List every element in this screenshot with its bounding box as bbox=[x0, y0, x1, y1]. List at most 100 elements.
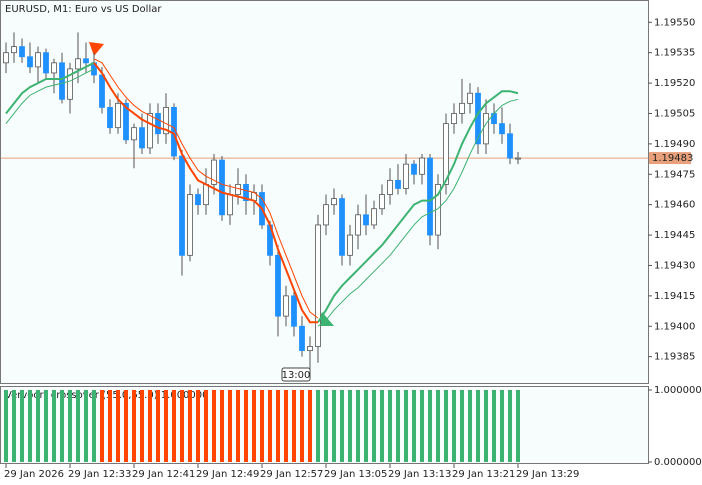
histogram-bar bbox=[452, 390, 456, 462]
histogram-bar bbox=[4, 390, 8, 462]
y-tick-label: 1.19505 bbox=[654, 108, 695, 119]
candle-body bbox=[51, 62, 57, 74]
histogram-bar bbox=[308, 390, 312, 462]
histogram-bar bbox=[340, 390, 344, 462]
histogram-bar bbox=[492, 390, 496, 462]
candle-body bbox=[11, 46, 17, 54]
candle-body bbox=[155, 113, 161, 135]
histogram-bar bbox=[188, 390, 192, 462]
histogram-bar bbox=[92, 390, 96, 462]
candle-body bbox=[419, 157, 425, 175]
candle-body bbox=[283, 295, 289, 317]
histogram-bar bbox=[252, 390, 256, 462]
candle-body bbox=[179, 155, 185, 256]
candle-body bbox=[347, 234, 353, 256]
histogram-bar bbox=[444, 390, 448, 462]
candle-body bbox=[483, 113, 489, 145]
current-price-tag bbox=[649, 152, 691, 165]
histogram-bar bbox=[348, 390, 352, 462]
candle-body bbox=[83, 58, 89, 64]
candle-body bbox=[227, 194, 233, 216]
candle-body bbox=[291, 295, 297, 327]
histogram-bar bbox=[244, 390, 248, 462]
histogram-bar bbox=[460, 390, 464, 462]
histogram-bar bbox=[228, 390, 232, 462]
histogram-bar bbox=[484, 390, 488, 462]
histogram-bar bbox=[180, 390, 184, 462]
histogram-bar bbox=[508, 390, 512, 462]
histogram-bar bbox=[436, 390, 440, 462]
histogram-bar bbox=[12, 390, 16, 462]
candle-body bbox=[299, 325, 305, 351]
x-tick-label: 29 Jan 12:41 bbox=[132, 469, 195, 480]
histogram-bar bbox=[372, 390, 376, 462]
histogram-bar bbox=[132, 390, 136, 462]
candle-body bbox=[275, 254, 281, 317]
candle-body bbox=[451, 113, 457, 125]
candle-body bbox=[467, 92, 473, 104]
histogram-bar bbox=[236, 390, 240, 462]
histogram-bar bbox=[412, 390, 416, 462]
histogram-bar bbox=[356, 390, 360, 462]
period-label-box bbox=[281, 367, 311, 382]
candle-body bbox=[19, 46, 25, 58]
x-tick-label: 29 Jan 12:49 bbox=[196, 469, 259, 480]
y-tick-label: 1.19430 bbox=[654, 260, 695, 271]
y-tick-label: 1.19520 bbox=[654, 78, 695, 89]
histogram-bar bbox=[260, 390, 264, 462]
y-tick-label: 1.19460 bbox=[654, 200, 695, 211]
candle-body bbox=[187, 194, 193, 256]
candle-body bbox=[107, 107, 113, 129]
histogram-bar bbox=[20, 390, 24, 462]
candle-body bbox=[115, 102, 121, 129]
candle-body bbox=[123, 102, 129, 141]
candle-body bbox=[507, 133, 513, 159]
histogram-bar bbox=[324, 390, 328, 462]
indicator-title: Vervoort crossover (55.0,55.0) 1.000000 bbox=[5, 390, 209, 401]
histogram-bar bbox=[316, 390, 320, 462]
histogram-bar bbox=[420, 390, 424, 462]
histogram-bar bbox=[268, 390, 272, 462]
histogram-bar bbox=[52, 390, 56, 462]
candle-body bbox=[363, 214, 369, 226]
y-tick-label: 1.19415 bbox=[654, 291, 695, 302]
histogram-bar bbox=[332, 390, 336, 462]
y-tick-label: 1.19475 bbox=[654, 169, 695, 180]
candle-body bbox=[235, 184, 241, 195]
indicator-line bbox=[93, 62, 318, 324]
histogram-bar bbox=[204, 390, 208, 462]
histogram-bar bbox=[68, 390, 72, 462]
candle-body bbox=[371, 208, 377, 226]
y-tick-label: 1.19550 bbox=[654, 17, 695, 28]
main-pane bbox=[0, 0, 649, 384]
x-tick-label: 29 Jan 13:05 bbox=[324, 469, 387, 480]
candle-body bbox=[395, 179, 401, 189]
candle-body bbox=[163, 107, 169, 135]
x-tick-label: 29 Jan 13:21 bbox=[452, 469, 515, 480]
candle-body bbox=[243, 184, 249, 202]
candle-body bbox=[355, 214, 361, 236]
histogram-bar bbox=[276, 390, 280, 462]
histogram-bar bbox=[140, 390, 144, 462]
histogram-bar bbox=[36, 390, 40, 462]
histogram-bar bbox=[468, 390, 472, 462]
candle-body bbox=[203, 184, 209, 206]
candle-body bbox=[515, 157, 521, 160]
candle-body bbox=[99, 74, 105, 108]
candle-body bbox=[307, 346, 313, 351]
candle-body bbox=[315, 224, 321, 347]
histogram-bar bbox=[284, 390, 288, 462]
candle-body bbox=[331, 198, 337, 206]
histogram-bar bbox=[196, 390, 200, 462]
histogram-bar bbox=[500, 390, 504, 462]
candle-body bbox=[443, 123, 449, 185]
histogram-bar bbox=[292, 390, 296, 462]
candle-body bbox=[147, 113, 153, 149]
x-tick-label: 29 Jan 13:13 bbox=[388, 469, 451, 480]
current-price-label: 1.19483 bbox=[652, 153, 693, 164]
candle-body bbox=[35, 52, 41, 68]
x-tick-label: 29 Jan 13:29 bbox=[516, 469, 579, 480]
y-tick-label: 1.000000 bbox=[654, 385, 702, 396]
histogram-bar bbox=[476, 390, 480, 462]
